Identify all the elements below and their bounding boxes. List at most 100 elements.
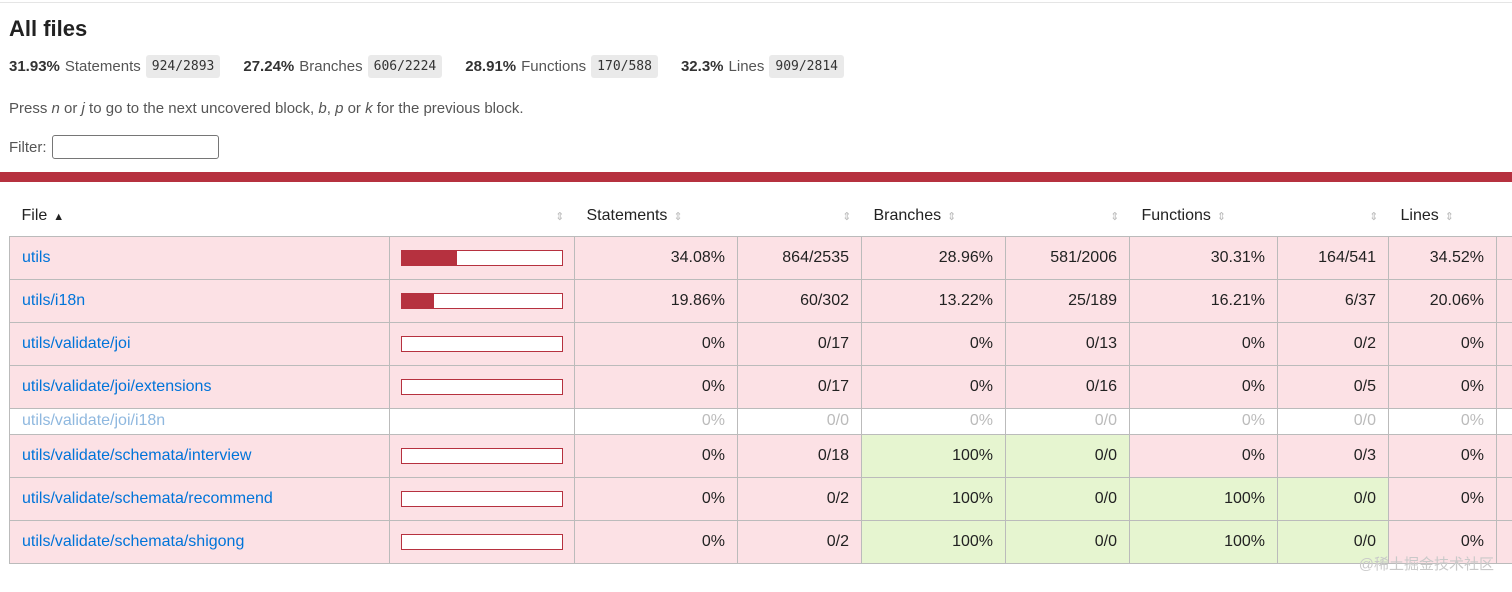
statements-fraction: 864/2535 [737, 235, 862, 280]
summary-fraction: 924/2893 [145, 54, 221, 78]
statements-fraction: 0/17 [737, 364, 862, 409]
header-file-bar[interactable]: ⇕ [390, 196, 575, 236]
coverage-bar-fill [402, 250, 457, 265]
lines-fraction [1496, 433, 1512, 478]
header-functions[interactable]: Functions ⇕ [1130, 196, 1278, 236]
lines-fraction [1496, 519, 1512, 564]
file-cell: utils/validate/joi [9, 321, 390, 366]
branches-fraction: 581/2006 [1005, 235, 1130, 280]
branches-pct: 100% [861, 476, 1006, 521]
statements-pct: 19.86% [574, 278, 738, 323]
file-link[interactable]: utils [22, 248, 51, 266]
coverage-status-bar [0, 172, 1512, 182]
header-branches[interactable]: Branches ⇕ [862, 196, 1006, 236]
file-link[interactable]: utils/validate/joi/extensions [22, 377, 212, 395]
coverage-bar-cell [389, 364, 575, 409]
file-link[interactable]: utils/validate/joi [22, 334, 131, 352]
lines-pct: 0% [1388, 407, 1497, 435]
summary-pct: 27.24% [243, 57, 295, 75]
summary-label: Functions [521, 57, 587, 75]
branches-pct: 0% [861, 407, 1006, 435]
lines-fraction [1496, 364, 1512, 409]
lines-pct: 20.06% [1388, 278, 1497, 323]
hint-text: , [326, 100, 336, 117]
header-file[interactable]: File ▲ [10, 196, 390, 236]
sort-asc-icon: ▲ [53, 210, 65, 223]
sort-icon: ⇕ [1110, 210, 1120, 223]
lines-pct: 0% [1388, 433, 1497, 478]
table-row: utils/validate/schemata/recommend 0% 0/2… [9, 476, 1512, 521]
functions-fraction: 0/2 [1277, 321, 1389, 366]
file-link[interactable]: utils/validate/schemata/recommend [22, 489, 273, 507]
functions-pct: 0% [1129, 433, 1278, 478]
statements-pct: 0% [574, 476, 738, 521]
statements-pct: 0% [574, 407, 738, 435]
hint-text: or [343, 100, 366, 117]
file-link[interactable]: utils/validate/schemata/interview [22, 446, 252, 464]
keyboard-hint: Press n or j to go to the next uncovered… [9, 99, 1499, 119]
header-label: Functions [1141, 206, 1211, 224]
statements-fraction: 0/0 [737, 407, 862, 435]
statements-fraction: 0/17 [737, 321, 862, 366]
coverage-bar [401, 249, 563, 266]
branches-pct: 0% [861, 364, 1006, 409]
coverage-table: File ▲ ⇕ Statements ⇕ ⇕ Branches ⇕ ⇕ Functi… [9, 196, 1512, 564]
summary-functions: 28.91% Functions 170/588 [465, 54, 658, 78]
functions-pct: 100% [1129, 476, 1278, 521]
functions-pct: 0% [1129, 407, 1278, 435]
statements-fraction: 0/18 [737, 433, 862, 478]
functions-fraction: 0/3 [1277, 433, 1389, 478]
branches-fraction: 0/0 [1005, 433, 1130, 478]
coverage-bar-cell [389, 407, 575, 435]
summary-label: Branches [299, 57, 363, 75]
file-cell: utils/validate/schemata/recommend [9, 476, 390, 521]
coverage-bar-cell [389, 433, 575, 478]
statements-pct: 0% [574, 321, 738, 366]
lines-fraction [1496, 235, 1512, 280]
header-statements-raw[interactable]: ⇕ [738, 196, 862, 236]
coverage-bar-cell [389, 278, 575, 323]
summary-label: Lines [728, 57, 765, 75]
lines-pct: 0% [1388, 364, 1497, 409]
branches-pct: 13.22% [861, 278, 1006, 323]
functions-fraction: 0/5 [1277, 364, 1389, 409]
header-statements[interactable]: Statements ⇕ [575, 196, 738, 236]
functions-fraction: 0/0 [1277, 519, 1389, 564]
summary-pct: 28.91% [465, 57, 517, 75]
file-link[interactable]: utils/validate/joi/i18n [22, 412, 166, 429]
header-lines[interactable]: Lines ⇕ [1389, 196, 1497, 236]
coverage-bar [401, 533, 563, 550]
hint-text: to go to the next uncovered block, [84, 100, 319, 117]
statements-pct: 0% [574, 364, 738, 409]
coverage-bar-cell [389, 235, 575, 280]
table-row: utils/validate/joi 0% 0/17 0% 0/13 0% 0/… [9, 321, 1512, 366]
branches-fraction: 0/0 [1005, 407, 1130, 435]
report-header: All files 31.93% Statements 924/2893 27.… [9, 16, 1499, 160]
summary-pct: 32.3% [680, 57, 724, 75]
table-row: utils/validate/joi/i18n 0% 0/0 0% 0/0 0%… [9, 407, 1512, 435]
file-link[interactable]: utils/i18n [22, 291, 86, 309]
summary-label: Statements [64, 57, 141, 75]
header-label: Lines [1400, 206, 1439, 224]
summary-branches: 27.24% Branches 606/2224 [243, 54, 443, 78]
functions-pct: 0% [1129, 364, 1278, 409]
header-branches-raw[interactable]: ⇕ [1006, 196, 1130, 236]
coverage-bar [401, 335, 563, 352]
branches-pct: 28.96% [861, 235, 1006, 280]
branches-fraction: 0/13 [1005, 321, 1130, 366]
filter-input[interactable] [51, 135, 219, 159]
functions-fraction: 6/37 [1277, 278, 1389, 323]
lines-fraction [1496, 476, 1512, 521]
branches-pct: 100% [861, 519, 1006, 564]
hint-text: or [59, 100, 82, 117]
lines-pct: 0% [1388, 476, 1497, 521]
hint-key: n [51, 100, 60, 117]
sort-icon: ⇕ [842, 210, 852, 223]
table-row: utils/i18n 19.86% 60/302 13.22% 25/189 1… [9, 278, 1512, 323]
file-link[interactable]: utils/validate/schemata/shigong [22, 532, 245, 550]
header-functions-raw[interactable]: ⇕ [1278, 196, 1389, 236]
coverage-bar [401, 292, 563, 309]
lines-fraction [1496, 407, 1512, 435]
branches-fraction: 0/16 [1005, 364, 1130, 409]
coverage-summary: 31.93% Statements 924/2893 27.24% Branch… [9, 53, 1499, 79]
